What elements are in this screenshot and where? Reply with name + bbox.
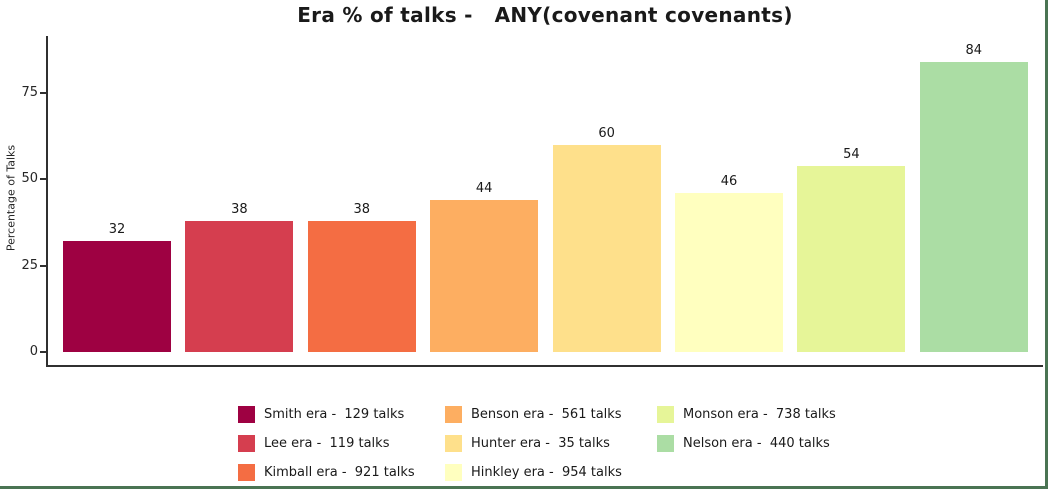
bar-smith-era (63, 241, 171, 352)
y-tick-mark (40, 178, 46, 181)
bar-value-label: 38 (231, 201, 248, 217)
bar-value-label: 60 (598, 125, 615, 141)
legend-color-swatch (445, 464, 462, 481)
legend-color-swatch (238, 464, 255, 481)
legend-label: Nelson era - 440 talks (683, 436, 830, 451)
x-axis-spine (46, 365, 1043, 367)
legend-label: Hinkley era - 954 talks (471, 465, 622, 480)
legend-label: Benson era - 561 talks (471, 407, 622, 422)
bar-monson-era (797, 165, 906, 352)
y-tick-mark (40, 264, 46, 267)
legend-color-swatch (445, 406, 462, 423)
legend-item-nelson-era: Nelson era - 440 talks (657, 435, 836, 452)
bar-value-label: 84 (965, 42, 983, 58)
bar-value-label: 32 (108, 222, 126, 238)
legend-color-swatch (657, 435, 674, 452)
legend-label: Kimball era - 921 talks (264, 465, 415, 480)
legend-column: Benson era - 561 talks Hunter era - 35 ta… (445, 406, 622, 481)
legend-label: Smith era - 129 talks (264, 407, 405, 422)
window-border-bottom (0, 486, 1048, 489)
legend-color-swatch (657, 406, 674, 423)
bar-hunter-era (552, 144, 661, 352)
bar-kimball-era (307, 220, 416, 352)
legend-item-monson-era: Monson era - 738 talks (657, 406, 836, 423)
y-axis-label: Percentage of Talks (4, 144, 18, 252)
bar-benson-era (430, 200, 539, 352)
bar-value-label: 46 (720, 174, 738, 190)
y-tick-label: 25 (21, 257, 38, 273)
bar-lee-era (185, 220, 294, 352)
legend-item-smith-era: Smith era - 129 talks (238, 406, 415, 423)
legend-color-swatch (238, 406, 255, 423)
bar-value-label: 54 (843, 146, 860, 162)
legend-label: Monson era - 738 talks (683, 407, 836, 422)
bar-value-label: 44 (475, 181, 493, 197)
chart-title: Era % of talks - ANY(covenant covenants) (297, 3, 793, 27)
legend-item-lee-era: Lee era - 119 talks (238, 435, 415, 452)
y-tick-label: 75 (21, 85, 38, 100)
bar-value-label: 38 (353, 201, 371, 217)
legend-color-swatch (445, 435, 462, 452)
bar-nelson-era (919, 61, 1028, 352)
legend-item-kimball-era: Kimball era - 921 talks (238, 464, 415, 481)
y-tick-mark (40, 351, 46, 353)
y-tick-label: 0 (29, 344, 38, 359)
legend-item-hinkley-era: Hinkley era - 954 talks (445, 464, 622, 481)
legend-label: Hunter era - 35 talks (471, 436, 610, 451)
legend-item-benson-era: Benson era - 561 talks (445, 406, 622, 423)
y-axis-spine (46, 36, 48, 367)
legend-color-swatch (238, 435, 255, 452)
y-tick-label: 50 (21, 171, 38, 187)
window-border-right (1045, 0, 1048, 489)
y-tick-mark (40, 92, 46, 94)
legend-column: Monson era - 738 talks Nelson era - 440 t… (657, 406, 836, 452)
legend-column: Smith era - 129 talks Lee era - 119 talks… (238, 406, 415, 481)
legend-item-hunter-era: Hunter era - 35 talks (445, 435, 622, 452)
bar-hinkley-era (675, 193, 783, 352)
legend-label: Lee era - 119 talks (264, 436, 390, 451)
